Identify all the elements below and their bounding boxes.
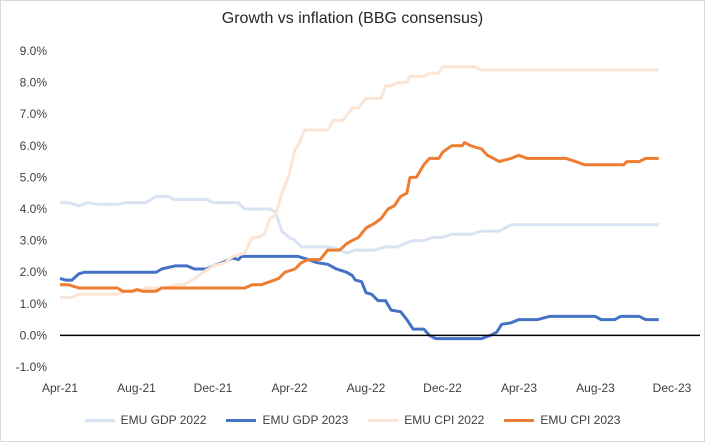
- legend-item: EMU GDP 2023: [226, 413, 348, 427]
- y-tick-label: 5.0%: [20, 170, 48, 184]
- legend-swatch: [226, 418, 257, 422]
- legend-swatch: [504, 418, 535, 422]
- legend-label: EMU GDP 2022: [120, 413, 207, 427]
- legend-swatch: [368, 418, 399, 422]
- x-tick-label: Dec-22: [423, 381, 462, 395]
- x-tick-label: Aug-21: [117, 381, 156, 395]
- chart-title: Growth vs inflation (BBG consensus): [221, 10, 484, 27]
- y-tick-label: 0.0%: [20, 328, 48, 342]
- y-tick-label: 9.0%: [20, 44, 48, 58]
- series-line-emu-cpi-2023: [60, 141, 659, 293]
- x-tick-label: Apr-23: [501, 381, 537, 395]
- x-tick-label: Aug-22: [347, 381, 386, 395]
- legend-item: EMU GDP 2022: [84, 413, 207, 427]
- y-tick-label: 7.0%: [20, 107, 48, 121]
- legend-swatch: [84, 418, 115, 422]
- y-tick-label: -1.0%: [16, 360, 48, 374]
- x-axis-ticks: Apr-21 Aug-21 Dec-21 Apr-22 Aug-22 Dec-22 Apr-…: [42, 381, 692, 395]
- y-tick-label: 1.0%: [20, 297, 48, 311]
- series-line-emu-gdp-2023: [59, 254, 659, 341]
- y-tick-label: 8.0%: [20, 76, 48, 90]
- series-lines: [59, 65, 659, 341]
- legend-label: EMU CPI 2023: [540, 413, 621, 427]
- y-tick-label: 4.0%: [20, 202, 48, 216]
- series-line-emu-cpi-2022: [60, 65, 659, 299]
- legend-item: EMU CPI 2022: [368, 413, 484, 427]
- legend-label: EMU GDP 2023: [262, 413, 349, 427]
- legend-item: EMU CPI 2023: [504, 413, 620, 427]
- x-tick-label: Apr-21: [42, 381, 78, 395]
- y-axis-ticks: -1.0% 0.0% 1.0% 2.0% 3.0% 4.0% 5.0% 6.0% 7.0% 8.0…: [16, 44, 48, 374]
- y-tick-label: 2.0%: [20, 265, 48, 279]
- y-tick-label: 3.0%: [20, 234, 48, 248]
- y-tick-label: 6.0%: [20, 139, 48, 153]
- x-tick-label: Dec-21: [194, 381, 233, 395]
- x-tick-label: Dec-23: [653, 381, 692, 395]
- legend-label: EMU CPI 2022: [404, 413, 485, 427]
- x-tick-label: Apr-22: [271, 381, 307, 395]
- legend: EMU GDP 2022 EMU GDP 2023 EMU CPI 2022 EMU …: [0, 410, 705, 430]
- x-tick-label: Aug-23: [576, 381, 615, 395]
- series-line-emu-gdp-2022: [60, 194, 659, 255]
